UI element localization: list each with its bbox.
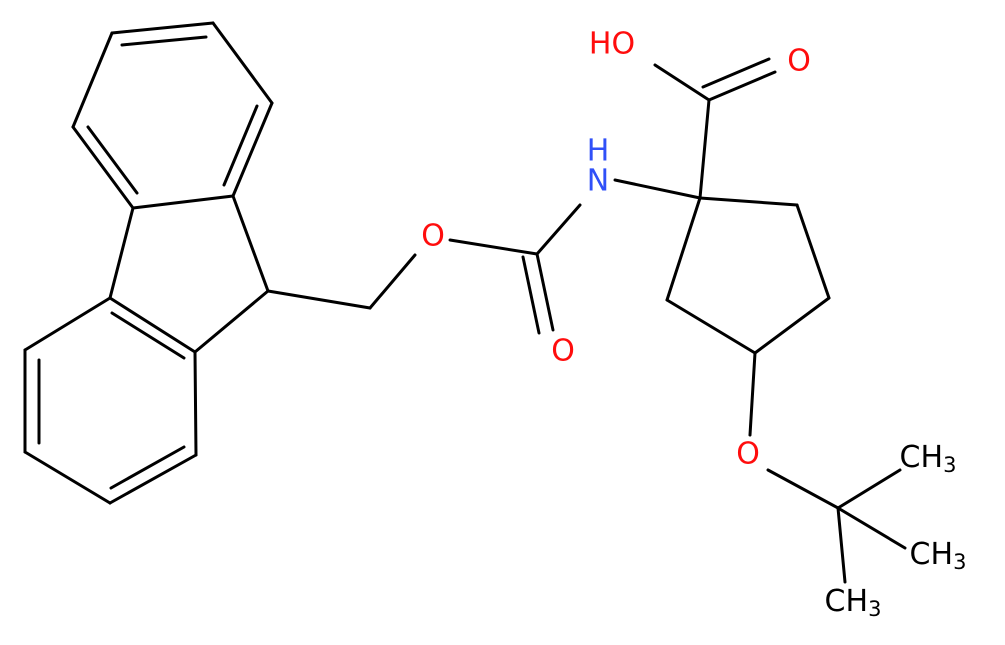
atom-text: CH — [910, 537, 954, 572]
atom-text: CH — [900, 440, 944, 475]
atom-label: CH3 — [910, 537, 967, 575]
atom-label: O — [787, 44, 811, 79]
atom-text: CH — [825, 584, 869, 619]
bonds — [23, 21, 907, 584]
atom-label: O — [736, 437, 760, 472]
atom-label: H — [587, 134, 610, 169]
subscript: 3 — [953, 550, 966, 574]
subscript: 3 — [868, 597, 881, 621]
atom-label: N — [587, 164, 609, 199]
atom-label: O — [551, 334, 575, 369]
atom-label: HO — [589, 27, 635, 62]
atom-label: CH3 — [900, 440, 957, 478]
atom-label: O — [421, 219, 445, 254]
atom-label: CH3 — [825, 584, 882, 622]
subscript: 3 — [943, 453, 956, 477]
